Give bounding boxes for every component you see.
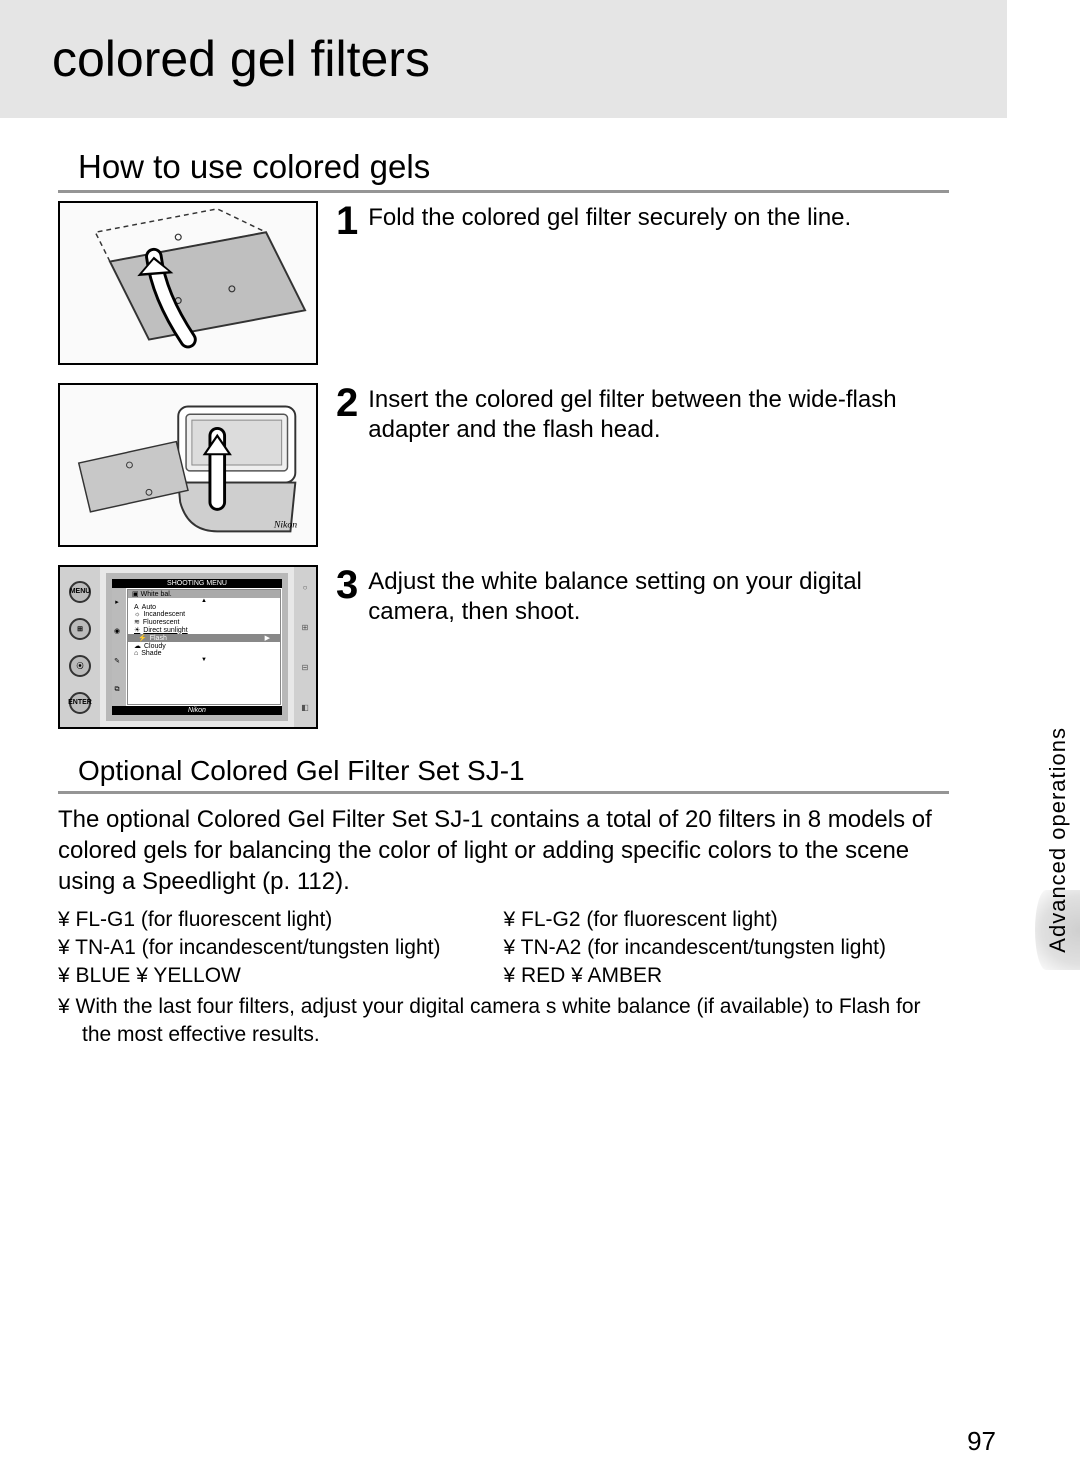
filter-list-left: ¥ FL-G1 (for fluorescent light) ¥ TN-A1 … (58, 906, 504, 991)
sj1-intro-text: The optional Colored Gel Filter Set SJ-1… (58, 804, 949, 898)
power-button-icon: ⦿ (69, 655, 91, 677)
list-item: ¥ BLUE ¥ YELLOW (58, 962, 504, 990)
camera-right-icons: ○ ⊞ ⊟ ◧ (294, 567, 316, 727)
camera-menu-highlight: ▣White bal. (128, 590, 280, 598)
illustration-camera-menu: MENU ⊞ ⦿ ENTER SHOOTING MENU ▸ ◉ ✎ ⧉ ▣Wh… (58, 565, 318, 729)
list-item: ¥ TN-A2 (for incandescent/tungsten light… (504, 934, 950, 962)
camera-screen: SHOOTING MENU ▸ ◉ ✎ ⧉ ▣White bal. ▲ AAut… (106, 573, 288, 721)
filter-list-right: ¥ FL-G2 (for fluorescent light) ¥ TN-A2 … (504, 906, 950, 991)
illustration-fold-gel (58, 201, 318, 365)
sj1-footnote: ¥ With the last four filters, adjust you… (58, 993, 949, 1050)
list-item: ¥ RED ¥ AMBER (504, 962, 950, 990)
menu-button-icon: MENU (69, 581, 91, 603)
camera-menu-title: SHOOTING MENU (112, 579, 282, 588)
camera-left-buttons: MENU ⊞ ⦿ ENTER (60, 567, 100, 727)
section-sj1-heading: Optional Colored Gel Filter Set SJ-1 (58, 755, 949, 794)
page-title: colored gel filters (52, 30, 430, 88)
filter-list-columns: ¥ FL-G1 (for fluorescent light) ¥ TN-A1 … (58, 906, 949, 991)
step-3: MENU ⊞ ⦿ ENTER SHOOTING MENU ▸ ◉ ✎ ⧉ ▣Wh… (58, 565, 949, 729)
camera-brand-label: Nikon (112, 706, 282, 715)
step-number-2: 2 (336, 387, 358, 547)
list-item: ¥ FL-G1 (for fluorescent light) (58, 906, 504, 934)
step-1: 1 Fold the colored gel filter securely o… (58, 201, 949, 365)
page-number: 97 (967, 1426, 996, 1457)
section-how-to-use-heading: How to use colored gels (58, 148, 949, 193)
content-area: How to use colored gels 1 Fold the color… (0, 118, 1007, 1049)
list-item: ¥ TN-A1 (for incandescent/tungsten light… (58, 934, 504, 962)
step-text-3: Adjust the white balance setting on your… (368, 567, 949, 729)
svg-text:Nikon: Nikon (273, 519, 297, 530)
header-band: colored gel filters (0, 0, 1007, 118)
illustration-insert-gel: Nikon (58, 383, 318, 547)
side-tab-label: Advanced operations (1045, 727, 1071, 953)
step-number-3: 3 (336, 569, 358, 729)
grid-button-icon: ⊞ (69, 618, 91, 640)
enter-button-icon: ENTER (69, 692, 91, 714)
side-tab: Advanced operations (1035, 710, 1080, 970)
step-number-1: 1 (336, 205, 358, 365)
list-item: ¥ FL-G2 (for fluorescent light) (504, 906, 950, 934)
step-2: Nikon 2 Insert the colored gel filter be… (58, 383, 949, 547)
step-text-1: Fold the colored gel filter securely on … (368, 203, 851, 365)
step-text-2: Insert the colored gel filter between th… (368, 385, 949, 547)
